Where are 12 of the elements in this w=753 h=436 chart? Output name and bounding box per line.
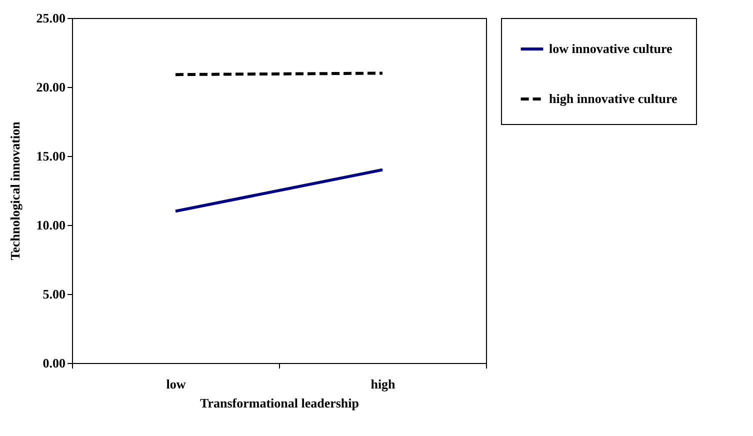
y-axis-title: Technological innovation xyxy=(7,120,22,260)
y-tick-label: 10.00 xyxy=(36,218,66,232)
y-tick-label: 0.00 xyxy=(42,356,66,370)
y-tick-label: 15.00 xyxy=(36,148,66,164)
legend-label: low innovative culture xyxy=(549,41,672,56)
legend-label: high innovative culture xyxy=(549,91,678,106)
x-tick-label: high xyxy=(370,376,396,392)
x-tick-label: low xyxy=(166,376,186,392)
x-axis-title: Transformational leadership xyxy=(200,396,360,410)
y-tick-label: 20.00 xyxy=(36,80,66,94)
y-tick-label: 25.00 xyxy=(36,10,66,26)
y-tick-label: 5.00 xyxy=(42,286,66,302)
